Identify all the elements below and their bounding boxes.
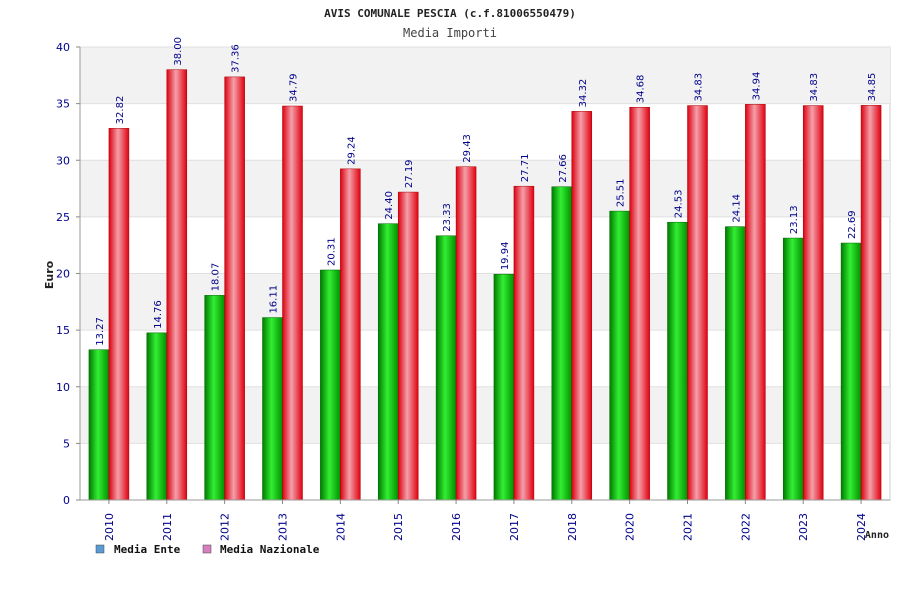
y-tick-label: 5: [63, 437, 70, 450]
legend-swatch-media-nazionale: [202, 544, 212, 554]
data-label: 24.14: [731, 194, 742, 223]
bar-media-nazionale: [397, 191, 419, 501]
x-tick-label: 2023: [797, 513, 810, 541]
bar-media-nazionale: [745, 104, 766, 501]
bar-media-ente: [782, 237, 804, 501]
bar-media-nazionale: [340, 168, 361, 501]
bar-media-ente: [840, 242, 862, 501]
data-label: 34.83: [694, 73, 705, 102]
x-axis: 2010 2011 2012 2013 2014 2015 2016 2017 2018 2020…: [80, 499, 890, 541]
x-tick-label: 2012: [219, 513, 232, 541]
chart-subtitle: Media Importi: [403, 26, 497, 40]
data-label: 22.69: [847, 210, 858, 239]
data-label: 29.43: [462, 134, 473, 163]
y-tick-label: 15: [56, 324, 70, 337]
y-tick-label: 10: [56, 381, 70, 394]
data-label: 27.19: [404, 159, 415, 188]
data-label: 16.11: [269, 285, 280, 314]
chart-title: AVIS COMUNALE PESCIA (c.f.81006550479): [324, 7, 576, 20]
data-label: 27.71: [520, 154, 531, 183]
bar-media-ente: [377, 223, 399, 501]
bar-media-ente: [725, 226, 746, 501]
data-label: 20.31: [326, 237, 337, 266]
bars-layer: 13.27 32.82 14.76 38.00 18.07 37.36 16.11 34.79…: [88, 37, 882, 501]
x-tick-label: 2011: [161, 513, 174, 541]
bar-media-ente: [551, 186, 573, 501]
bar-media-nazionale: [282, 105, 303, 501]
x-tick-label: 2024: [855, 513, 868, 541]
y-tick-label: 30: [56, 154, 70, 167]
bar-media-ente: [262, 317, 283, 501]
y-tick-label: 25: [56, 211, 70, 224]
data-label: 34.83: [809, 73, 820, 102]
y-axis-label: Euro: [43, 260, 56, 289]
plot-band: [80, 386, 890, 444]
y-axis: 0 5 10 15 20 25 30 35 40: [56, 41, 81, 507]
data-label: 18.07: [211, 263, 222, 292]
bar-media-nazionale: [860, 105, 882, 501]
data-label: 24.53: [674, 190, 685, 219]
x-tick-label: 2017: [508, 513, 521, 541]
y-tick-label: 40: [56, 41, 70, 54]
data-label: 23.13: [789, 205, 800, 234]
data-label: 27.66: [558, 154, 569, 183]
bar-media-ente: [667, 221, 688, 501]
y-tick-label: 20: [56, 268, 70, 281]
data-label: 34.94: [751, 72, 762, 101]
x-tick-label: 2016: [450, 513, 463, 541]
plot-band: [80, 160, 890, 217]
bar-media-ente: [88, 349, 110, 501]
data-label: 34.85: [867, 73, 878, 102]
x-tick-label: 2015: [392, 513, 405, 541]
bar-media-ente: [204, 295, 225, 501]
data-label: 37.36: [231, 44, 242, 73]
legend: Media Ente Media Nazionale: [95, 543, 320, 556]
legend-label-media-nazionale: Media Nazionale: [220, 543, 320, 556]
bar-media-nazionale: [629, 106, 650, 501]
x-tick-label: 2021: [682, 513, 695, 541]
x-axis-label: Anno: [865, 530, 889, 541]
x-tick-label: 2020: [624, 513, 637, 541]
data-label: 23.33: [442, 203, 453, 232]
data-label: 24.40: [384, 191, 395, 220]
plot-band: [80, 273, 890, 331]
bar-media-nazionale: [108, 128, 130, 501]
data-label: 29.24: [346, 136, 357, 165]
data-label: 25.51: [616, 178, 627, 207]
bar-media-ente: [435, 235, 457, 501]
bar-media-nazionale: [166, 69, 188, 501]
y-tick-label: 35: [56, 98, 70, 111]
bar-media-nazionale: [571, 111, 593, 501]
legend-swatch-media-ente: [95, 544, 105, 554]
legend-label-media-ente: Media Ente: [114, 543, 181, 556]
data-label: 38.00: [173, 37, 184, 66]
plot-band: [80, 47, 890, 104]
x-tick-label: 2014: [334, 513, 347, 541]
bar-media-nazionale: [224, 76, 245, 501]
x-tick-label: 2018: [566, 513, 579, 541]
data-label: 19.94: [500, 242, 511, 271]
x-tick-label: 2013: [277, 513, 290, 541]
data-label: 13.27: [95, 317, 106, 346]
data-label: 34.32: [578, 79, 589, 108]
bar-media-nazionale: [513, 185, 535, 501]
data-label: 14.76: [153, 300, 164, 329]
bar-media-ente: [146, 332, 168, 501]
bar-media-ente: [609, 210, 630, 501]
data-label: 32.82: [115, 96, 126, 125]
data-label: 34.68: [636, 75, 647, 104]
data-label: 34.79: [289, 73, 300, 102]
bar-media-nazionale: [455, 166, 477, 501]
bar-media-nazionale: [687, 105, 708, 501]
bar-media-ente: [493, 273, 515, 501]
x-tick-label: 2022: [739, 513, 752, 541]
y-tick-label: 0: [63, 494, 70, 507]
bar-media-nazionale: [802, 105, 824, 501]
x-tick-label: 2010: [103, 513, 116, 541]
bar-media-ente: [320, 269, 341, 501]
